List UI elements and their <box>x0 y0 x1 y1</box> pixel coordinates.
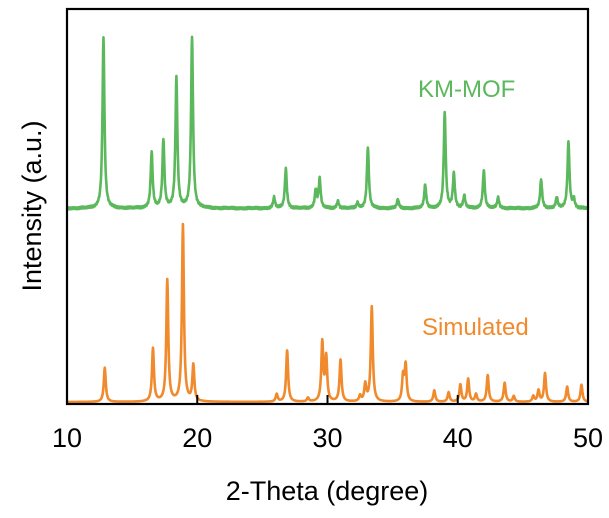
x-tick-label: 20 <box>182 423 212 453</box>
x-axis: 10 20 30 40 50 <box>52 395 603 453</box>
series-label-km-mof: KM-MOF <box>418 76 515 103</box>
y-axis-title: Intensity (a.u.) <box>17 120 47 291</box>
x-tick-label: 10 <box>52 423 82 453</box>
series-line-simulated <box>66 222 589 404</box>
series-line-km-mof <box>65 35 590 211</box>
series-layer <box>65 35 590 404</box>
x-axis-title: 2-Theta (degree) <box>226 476 429 506</box>
series-label-simulated: Simulated <box>422 314 529 341</box>
x-tick-label: 30 <box>312 423 342 453</box>
x-tick-label: 50 <box>573 423 603 453</box>
x-tick-label: 40 <box>443 423 473 453</box>
